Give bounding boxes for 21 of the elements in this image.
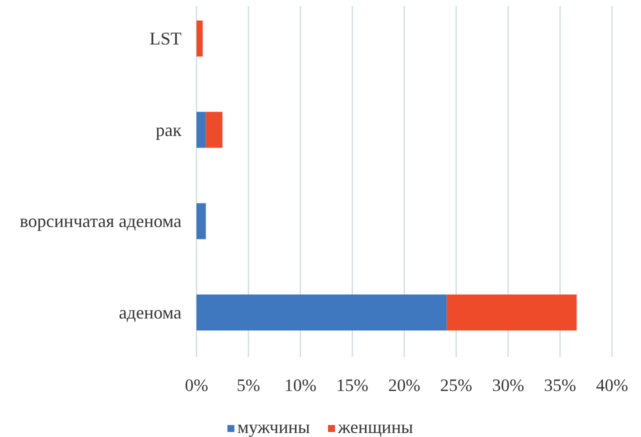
bar <box>206 112 222 148</box>
x-tick-label: 0% <box>184 375 208 395</box>
x-tick-label: 10% <box>284 375 316 395</box>
x-tick-label: 20% <box>388 375 420 395</box>
x-tick-label: 40% <box>596 375 628 395</box>
bar <box>196 20 203 56</box>
bar <box>446 294 577 330</box>
bar <box>196 112 206 148</box>
legend-label: женщины <box>337 417 414 437</box>
legend-label: мужчины <box>237 417 310 437</box>
y-tick-label: аденома <box>118 302 182 322</box>
x-tick-label: 5% <box>236 375 260 395</box>
y-tick-label: ворсинчатая аденома <box>20 211 182 232</box>
bar <box>196 203 206 240</box>
y-tick-label: рак <box>156 120 182 140</box>
bar <box>196 294 447 330</box>
y-tick-label: LST <box>149 28 182 48</box>
x-tick-label: 30% <box>492 375 524 395</box>
x-tick-label: 15% <box>336 375 368 395</box>
x-tick-label: 35% <box>544 375 576 395</box>
x-tick-label: 25% <box>440 375 472 395</box>
